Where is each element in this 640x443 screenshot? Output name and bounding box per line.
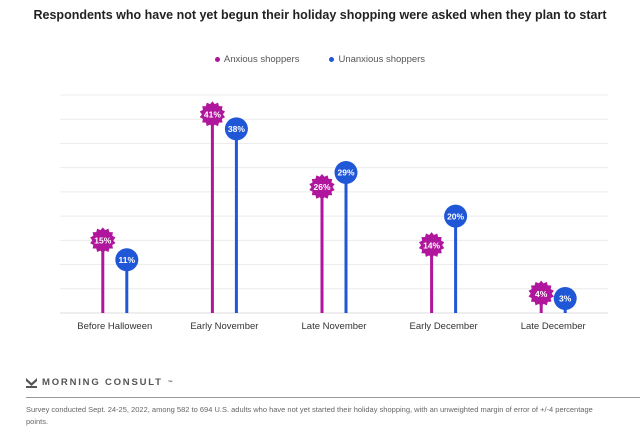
legend-item-unanxious[interactable]: Unanxious shoppers [329, 54, 425, 65]
x-tick-label: Early December [410, 321, 478, 332]
legend-marker-unanxious [329, 57, 335, 62]
x-axis-labels: Before Halloween Early November Late Novem… [77, 321, 585, 332]
data-label: 20% [447, 211, 464, 221]
brand-name: MORNING CONSULT [42, 377, 163, 388]
lollipop-chart: Before Halloween Early November Late Novem… [60, 94, 608, 332]
lollipop-anxious[interactable]: 4% [528, 280, 554, 313]
lollipop-anxious[interactable]: 14% [418, 232, 445, 313]
footer-divider [26, 397, 640, 398]
brand-logo: MORNING CONSULT ™ [26, 377, 173, 388]
x-tick-label: Late December [521, 321, 586, 332]
lollipop-unanxious[interactable]: 38% [224, 117, 248, 313]
data-label: 26% [313, 182, 330, 192]
data-label: 4% [535, 289, 548, 299]
lollipop-unanxious[interactable]: 20% [444, 204, 468, 313]
morning-consult-logo-icon [26, 377, 37, 388]
data-label: 14% [423, 240, 440, 250]
gridlines [60, 94, 608, 314]
legend-label-anxious: Anxious shoppers [223, 54, 300, 65]
legend: Anxious shoppers Unanxious shoppers [0, 54, 640, 65]
trademark-mark: ™ [167, 379, 173, 386]
lollipop-unanxious[interactable]: 29% [334, 161, 358, 313]
data-label: 41% [204, 110, 221, 120]
lollipop-unanxious[interactable]: 11% [115, 248, 139, 313]
legend-item-anxious[interactable]: Anxious shoppers [214, 54, 300, 65]
lollipop-anxious[interactable]: 41% [199, 101, 226, 313]
data-label: 3% [559, 294, 572, 304]
data-label: 15% [94, 236, 111, 246]
starburst-marker [309, 174, 335, 201]
lollipop-anxious[interactable]: 26% [309, 174, 335, 313]
data-label: 38% [228, 124, 245, 134]
x-tick-label: Early November [190, 321, 258, 332]
data-label: 29% [337, 168, 354, 178]
legend-label-unanxious: Unanxious shoppers [338, 54, 426, 65]
survey-footnote: Survey conducted Sept. 24-25, 2022, amon… [26, 405, 593, 426]
starburst-marker [528, 280, 554, 307]
circle-marker [224, 117, 248, 141]
starburst-marker [90, 227, 116, 254]
data-label: 11% [119, 255, 136, 265]
legend-marker-anxious [214, 57, 220, 62]
data-marks: 15% 11% 41% 38% 26% 29% 14% 20% 4% 3% [90, 101, 577, 313]
starburst-marker [199, 101, 226, 128]
circle-marker [444, 204, 468, 228]
x-tick-label: Before Halloween [77, 321, 152, 332]
circle-marker [553, 286, 577, 310]
circle-marker [334, 161, 358, 185]
x-tick-label: Late November [302, 321, 367, 332]
lollipop-unanxious[interactable]: 3% [553, 286, 577, 313]
lollipop-anxious[interactable]: 15% [90, 227, 116, 313]
starburst-marker [418, 232, 445, 259]
chart-title: Respondents who have not yet begun their… [33, 8, 607, 22]
circle-marker [115, 248, 139, 272]
